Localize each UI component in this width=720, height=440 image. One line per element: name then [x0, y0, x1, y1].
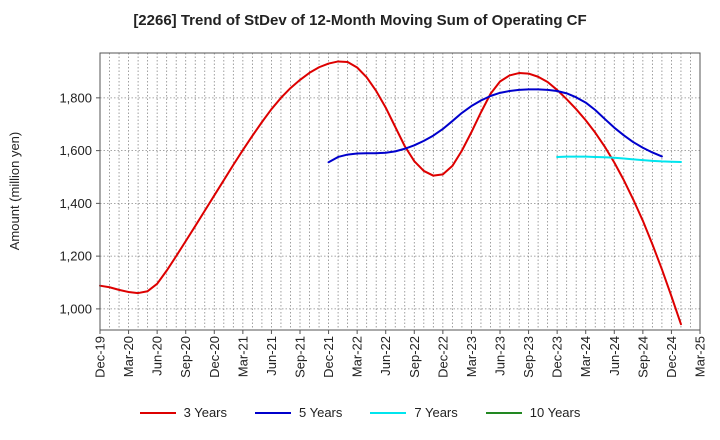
- y-tick-label: 1,000: [59, 301, 92, 316]
- plot-area: [100, 53, 700, 330]
- x-tick-label: Mar-21: [235, 336, 250, 377]
- legend-item-10-years: 10 Years: [485, 405, 581, 420]
- x-tick-label: Dec-19: [93, 336, 108, 378]
- x-tick-label: Sep-20: [178, 336, 193, 378]
- x-tick-label: Mar-22: [350, 336, 365, 377]
- x-tick-label: Mar-25: [693, 336, 708, 377]
- legend-label-7-years: 7 Years: [414, 405, 458, 420]
- legend-swatch-7-years: [370, 411, 407, 414]
- x-axis-ticks: Dec-19 Mar-20 Jun-20 Sep-20 Dec-20 Mar-21 Jun-…: [93, 330, 708, 378]
- series-line-5-years: [327, 88, 663, 164]
- legend-label-10-years: 10 Years: [529, 405, 581, 420]
- chart-legend: 3 Years 5 Years 7 Years 10 Years: [0, 405, 720, 420]
- x-tick-label: Dec-22: [435, 336, 450, 378]
- x-tick-label: Sep-21: [293, 336, 308, 378]
- x-tick-label: Dec-23: [550, 336, 565, 378]
- grid-lines: [100, 53, 700, 330]
- x-tick-label: Jun-24: [607, 336, 622, 376]
- x-tick-label: Jun-22: [378, 336, 393, 376]
- x-tick-label: Mar-23: [464, 336, 479, 377]
- x-tick-label: Sep-24: [635, 336, 650, 378]
- x-tick-label: Jun-21: [264, 336, 279, 376]
- legend-swatch-5-years: [255, 411, 291, 414]
- series-line-7-years: [556, 155, 682, 163]
- y-axis-ticks: 1,000 1,200 1,400 1,600 1,800: [59, 90, 100, 316]
- legend-item-3-years: 3 Years: [139, 405, 227, 420]
- y-tick-label: 1,600: [59, 143, 92, 158]
- x-tick-label: Sep-23: [521, 336, 536, 378]
- legend-item-5-years: 5 Years: [255, 405, 342, 420]
- plot-frame: [99, 52, 701, 331]
- legend-item-7-years: 7 Years: [370, 405, 458, 420]
- x-tick-label: Jun-20: [150, 336, 165, 376]
- y-tick-label: 1,400: [59, 196, 92, 211]
- x-tick-label: Jun-23: [493, 336, 508, 376]
- legend-swatch-3-years: [139, 411, 176, 414]
- legend-swatch-10-years: [485, 411, 522, 414]
- legend-label-3-years: 3 Years: [183, 405, 227, 420]
- y-tick-label: 1,200: [59, 249, 92, 264]
- series-line-3-years: [99, 60, 682, 326]
- chart-title: [2266] Trend of StDev of 12-Month Moving…: [133, 12, 587, 29]
- y-axis-label: Amount (million yen): [7, 132, 22, 251]
- x-tick-label: Sep-22: [407, 336, 422, 378]
- y-tick-label: 1,800: [59, 90, 92, 105]
- legend-label-5-years: 5 Years: [299, 405, 343, 420]
- x-tick-label: Mar-20: [121, 336, 136, 377]
- x-tick-label: Dec-20: [207, 336, 222, 378]
- x-tick-label: Dec-24: [664, 336, 679, 378]
- x-tick-label: Mar-24: [578, 336, 593, 377]
- series-lines: [99, 60, 682, 326]
- x-tick-label: Dec-21: [321, 336, 336, 378]
